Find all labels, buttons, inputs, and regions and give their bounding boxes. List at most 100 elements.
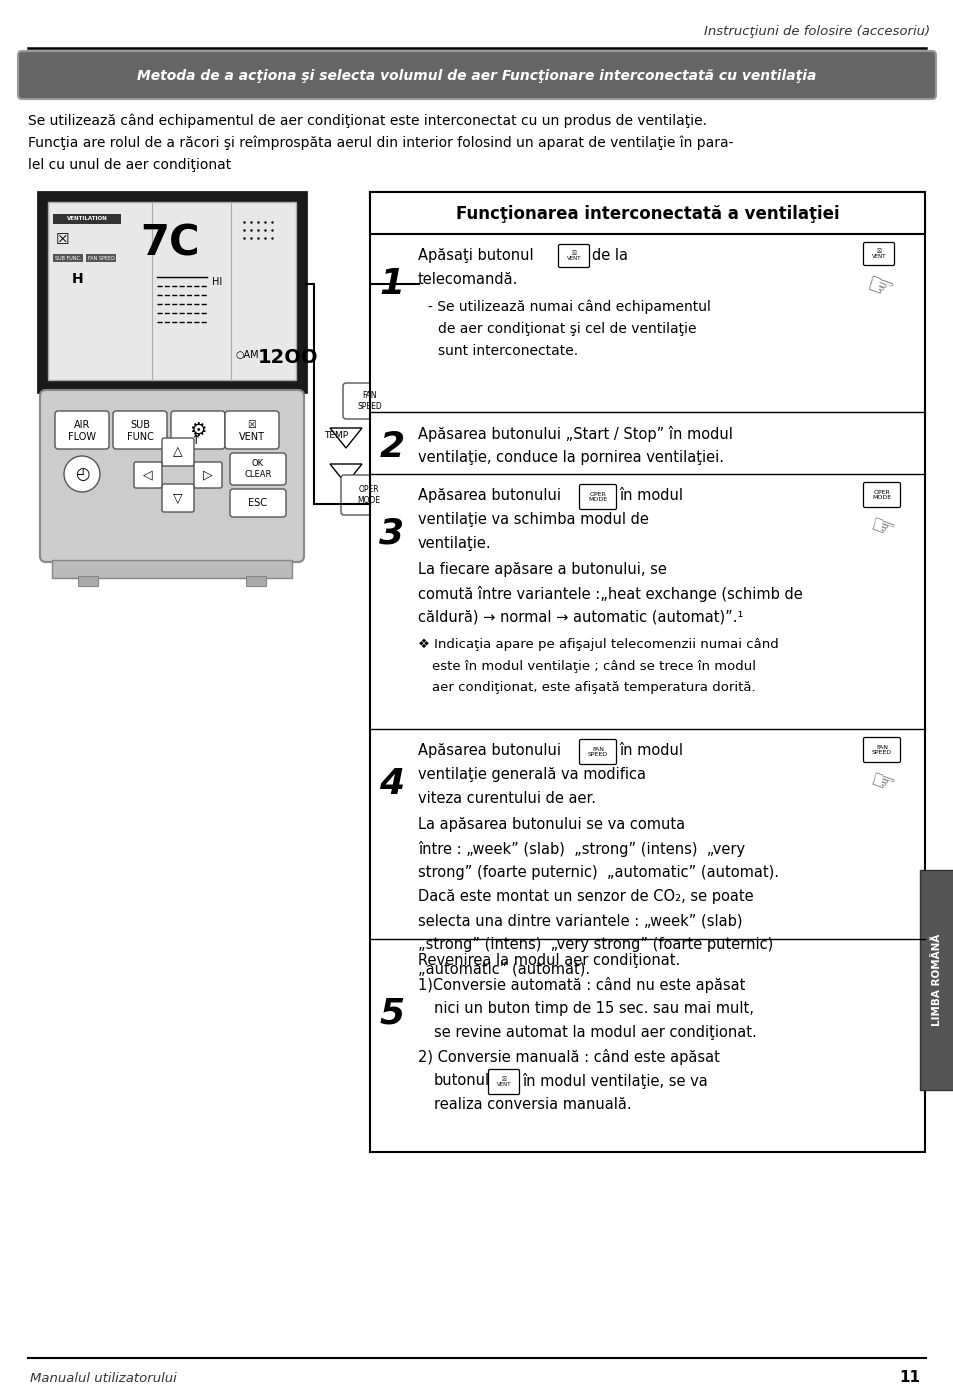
Text: ↑: ↑ bbox=[191, 434, 201, 448]
Bar bbox=[86, 253, 116, 262]
Text: viteza curentului de aer.: viteza curentului de aer. bbox=[417, 791, 596, 806]
Polygon shape bbox=[330, 463, 361, 484]
Text: 5: 5 bbox=[379, 997, 404, 1030]
Text: telecomandă.: telecomandă. bbox=[417, 272, 517, 287]
Bar bbox=[78, 575, 98, 587]
Text: „strong” (intens)  „very strong” (foarte puternic): „strong” (intens) „very strong” (foarte … bbox=[417, 937, 773, 952]
Text: ☒
VENT: ☒ VENT bbox=[566, 251, 580, 262]
Text: △: △ bbox=[173, 445, 183, 459]
Text: ❖ Indicaţia apare pe afişajul telecomenzii numai când: ❖ Indicaţia apare pe afişajul telecomenz… bbox=[417, 638, 778, 651]
Polygon shape bbox=[330, 428, 361, 448]
Bar bbox=[919, 869, 953, 1091]
Text: Instrucţiuni de folosire (accesoriu): Instrucţiuni de folosire (accesoriu) bbox=[703, 25, 929, 38]
Bar bbox=[53, 214, 121, 224]
Text: SUB FUNC.: SUB FUNC. bbox=[54, 255, 81, 260]
Text: de aer condiţionat şi cel de ventilaţie: de aer condiţionat şi cel de ventilaţie bbox=[437, 322, 696, 336]
Text: 3: 3 bbox=[379, 517, 404, 552]
Text: ESC: ESC bbox=[248, 498, 267, 508]
Text: ◴: ◴ bbox=[74, 465, 90, 483]
Text: aer condiţionat, este afişată temperatura dorită.: aer condiţionat, este afişată temperatur… bbox=[432, 680, 755, 694]
Text: FAN
SPEED: FAN SPEED bbox=[871, 745, 891, 756]
Text: - Se utilizează numai când echipamentul: - Se utilizează numai când echipamentul bbox=[428, 300, 710, 315]
FancyBboxPatch shape bbox=[343, 384, 396, 419]
Text: OK
CLEAR: OK CLEAR bbox=[244, 459, 272, 479]
Text: Revenirea la modul aer condiţionat.: Revenirea la modul aer condiţionat. bbox=[417, 953, 679, 967]
FancyBboxPatch shape bbox=[862, 483, 900, 508]
Text: ☒
VENT: ☒ VENT bbox=[871, 249, 885, 259]
Text: OPER
MODE: OPER MODE bbox=[357, 486, 380, 505]
Text: Apăsarea butonului „Start / Stop” în modul: Apăsarea butonului „Start / Stop” în mod… bbox=[417, 426, 732, 442]
Text: Funcţionarea interconectată a ventilaţiei: Funcţionarea interconectată a ventilaţie… bbox=[456, 204, 839, 223]
Circle shape bbox=[395, 386, 423, 414]
Text: AIR
FLOW: AIR FLOW bbox=[68, 420, 96, 442]
Text: în modul ventilaţie, se va: în modul ventilaţie, se va bbox=[521, 1072, 707, 1089]
FancyBboxPatch shape bbox=[230, 454, 286, 484]
Bar bbox=[52, 560, 292, 578]
Text: 2: 2 bbox=[379, 430, 404, 463]
Text: 1: 1 bbox=[379, 267, 404, 301]
FancyBboxPatch shape bbox=[558, 245, 589, 267]
FancyBboxPatch shape bbox=[18, 50, 935, 99]
Bar bbox=[48, 202, 295, 379]
Text: strong” (foarte puternic)  „automatic” (automat).: strong” (foarte puternic) „automatic” (a… bbox=[417, 865, 779, 881]
Text: Metoda de a acţiona şi selecta volumul de aer Funcţionare interconectată cu vent: Metoda de a acţiona şi selecta volumul d… bbox=[137, 69, 816, 83]
FancyBboxPatch shape bbox=[162, 438, 193, 466]
FancyBboxPatch shape bbox=[193, 462, 222, 489]
Text: Apăsarea butonului: Apăsarea butonului bbox=[417, 489, 560, 503]
Bar bbox=[370, 192, 924, 1152]
Text: în modul: în modul bbox=[618, 489, 682, 503]
FancyBboxPatch shape bbox=[40, 391, 304, 561]
Text: ▽: ▽ bbox=[173, 491, 183, 504]
FancyBboxPatch shape bbox=[578, 484, 616, 510]
Bar bbox=[53, 253, 83, 262]
Text: 12OO: 12OO bbox=[257, 349, 318, 367]
Text: ventilaţie, conduce la pornirea ventilaţiei.: ventilaţie, conduce la pornirea ventilaţ… bbox=[417, 449, 723, 465]
Text: 2) Conversie manuală : când este apăsat: 2) Conversie manuală : când este apăsat bbox=[417, 1049, 720, 1065]
Text: ☞: ☞ bbox=[864, 767, 898, 801]
Text: SUB
FUNC: SUB FUNC bbox=[127, 420, 153, 442]
FancyBboxPatch shape bbox=[862, 738, 900, 763]
Text: ○AM: ○AM bbox=[235, 350, 259, 360]
Text: ▷: ▷ bbox=[203, 469, 213, 482]
Text: 11: 11 bbox=[898, 1371, 919, 1386]
FancyBboxPatch shape bbox=[340, 475, 396, 515]
FancyBboxPatch shape bbox=[162, 484, 193, 512]
Text: ventilaţie va schimba modul de: ventilaţie va schimba modul de bbox=[417, 512, 648, 526]
Text: FAN SPEED: FAN SPEED bbox=[88, 255, 114, 260]
FancyBboxPatch shape bbox=[862, 242, 894, 266]
FancyBboxPatch shape bbox=[225, 412, 278, 449]
Text: Dacă este montat un senzor de CO₂, se poate: Dacă este montat un senzor de CO₂, se po… bbox=[417, 889, 753, 904]
FancyBboxPatch shape bbox=[171, 412, 225, 449]
Text: VENTILATION: VENTILATION bbox=[67, 217, 108, 221]
Text: ☒: ☒ bbox=[55, 232, 69, 246]
Text: HI: HI bbox=[212, 277, 222, 287]
FancyBboxPatch shape bbox=[488, 1070, 519, 1095]
Text: OPER
MODE: OPER MODE bbox=[588, 491, 607, 503]
Text: lel cu unul de aer condiţionat: lel cu unul de aer condiţionat bbox=[28, 158, 231, 172]
Text: este în modul ventilaţie ; când se trece în modul: este în modul ventilaţie ; când se trece… bbox=[432, 659, 755, 673]
Text: „automatic” (automat).: „automatic” (automat). bbox=[417, 960, 590, 976]
Text: Se utilizează când echipamentul de aer condiţionat este interconectat cu un prod: Se utilizează când echipamentul de aer c… bbox=[28, 113, 706, 129]
Text: 4: 4 bbox=[379, 767, 404, 801]
FancyBboxPatch shape bbox=[578, 739, 616, 764]
Text: H: H bbox=[72, 272, 84, 286]
Text: căldură) → normal → automatic (automat)”.¹: căldură) → normal → automatic (automat)”… bbox=[417, 610, 742, 624]
FancyBboxPatch shape bbox=[112, 412, 167, 449]
FancyBboxPatch shape bbox=[230, 489, 286, 517]
Text: 7C: 7C bbox=[140, 223, 200, 265]
Text: LIMBA ROMÂNĂ: LIMBA ROMÂNĂ bbox=[931, 934, 941, 1026]
Text: ventilaţie.: ventilaţie. bbox=[417, 536, 491, 552]
Text: ☒
VENT: ☒ VENT bbox=[239, 420, 265, 442]
Text: de la: de la bbox=[592, 248, 627, 263]
Text: între : „week” (slab)  „strong” (intens)  „very: între : „week” (slab) „strong” (intens) … bbox=[417, 841, 744, 857]
Text: ◁: ◁ bbox=[143, 469, 152, 482]
Text: ⚙: ⚙ bbox=[189, 421, 207, 441]
Text: Apăsaţi butonul: Apăsaţi butonul bbox=[417, 248, 533, 263]
Text: comută între variantele :„heat exchange (schimb de: comută între variantele :„heat exchange … bbox=[417, 587, 801, 602]
FancyBboxPatch shape bbox=[55, 412, 109, 449]
Text: Apăsarea butonului: Apăsarea butonului bbox=[417, 743, 560, 757]
Bar bbox=[38, 192, 306, 392]
Bar bbox=[246, 575, 266, 587]
Bar bbox=[370, 192, 924, 234]
Text: ☞: ☞ bbox=[864, 511, 898, 546]
